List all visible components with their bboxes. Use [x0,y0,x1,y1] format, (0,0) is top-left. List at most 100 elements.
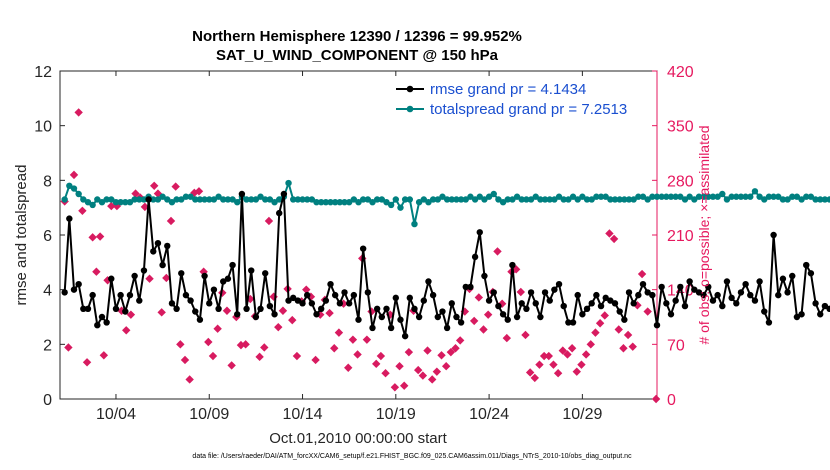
rmse-point [467,283,474,291]
obs-count-marker [432,367,442,376]
totalspread-point [803,193,810,200]
obs-count-marker [567,344,577,353]
totalspread-point [70,185,78,192]
obs-count-marker [502,333,512,343]
rmse-point [355,316,362,323]
y-right-tick-label: 70 [667,337,685,354]
totalspread-point [80,196,87,203]
obs-count-marker [595,319,605,328]
totalspread-point [495,196,502,203]
totalspread-point [527,196,535,203]
obs-count-marker [180,355,190,365]
obs-count-marker [586,340,595,349]
totalspread-point [583,196,591,203]
rmse-point [271,311,278,318]
rmse-point [443,324,451,332]
rmse-point [560,302,567,310]
obs-count-marker [381,369,390,378]
rmse-point [210,286,218,293]
totalspread-point [317,199,325,206]
obs-count-marker [628,342,637,351]
obs-count-marker [69,170,79,180]
totalspread-point [420,196,427,203]
rmse-point [145,196,152,203]
totalspread-point [112,199,120,206]
totalspread-point [537,196,544,203]
rmse-point [817,311,824,318]
totalspread-point [602,193,609,200]
totalspread-point [84,199,92,206]
totalspread-point [695,193,703,200]
y-right-tick-label: 0 [667,392,676,409]
rmse-point [164,242,171,250]
rmse-point [66,215,73,222]
obs-count-marker [441,362,451,371]
totalspread-point [248,196,255,203]
totalspread-point [192,196,199,203]
rmse-point [387,324,395,332]
totalspread-point [140,196,148,203]
totalspread-point [709,193,717,200]
rmse-point [751,297,759,304]
rmse-point [807,270,815,277]
plot-area [59,70,658,400]
obs-count-marker [609,234,619,244]
totalspread-point [658,193,665,200]
obs-count-marker [288,315,297,325]
rmse-point [420,297,427,304]
rmse-point [565,319,572,326]
totalspread-point [66,182,73,189]
totalspread-point [798,196,805,203]
rmse-point [462,283,469,291]
rmse-point [369,324,376,332]
totalspread-point [770,193,777,200]
rmse-point [252,313,260,321]
obs-count-marker [150,181,159,190]
rmse-point [551,286,558,293]
totalspread-point [681,196,689,203]
obs-count-marker [325,308,334,318]
obs-count-marker [605,229,614,238]
rmse-point [784,289,791,296]
obs-count-marker [140,202,150,212]
obs-count-marker [264,216,274,226]
totalspread-point [532,193,539,200]
obs-count-marker [553,369,563,378]
totalspread-point [178,196,185,203]
totalspread-point [182,193,190,200]
x-tick-label: 10/19 [376,406,416,423]
totalspread-point [761,196,768,203]
totalspread-point [276,196,283,203]
obs-count-marker [278,306,288,315]
totalspread-point [499,199,507,206]
x-tick-label: 10/29 [562,406,602,423]
obs-count-marker [162,273,171,283]
rmse-point [201,272,208,280]
totalspread-point [122,199,129,206]
rmse-point [611,300,619,307]
rmse-point [220,278,227,285]
y-right-tick-label: 210 [667,228,694,245]
rmse-point [457,319,465,326]
totalspread-point [257,193,264,200]
rmse-point [737,289,745,296]
rmse-point [327,281,334,288]
obs-count-marker [483,310,493,319]
obs-count-marker [633,301,642,310]
rmse-point [630,300,637,307]
totalspread-point [453,196,460,203]
totalspread-point [117,199,124,206]
totalspread-point [252,196,260,203]
obs-count-marker [479,325,488,334]
obs-count-marker [530,373,540,383]
totalspread-point [243,196,250,203]
obs-count-marker [376,351,386,361]
obs-count-marker [619,344,628,353]
totalspread-point [383,199,390,206]
totalspread-point [210,196,218,203]
rmse-point [373,305,381,312]
rmse-point [429,291,437,299]
totalspread-point [406,196,413,203]
rmse-point [257,305,264,312]
obs-count-marker [521,330,530,340]
